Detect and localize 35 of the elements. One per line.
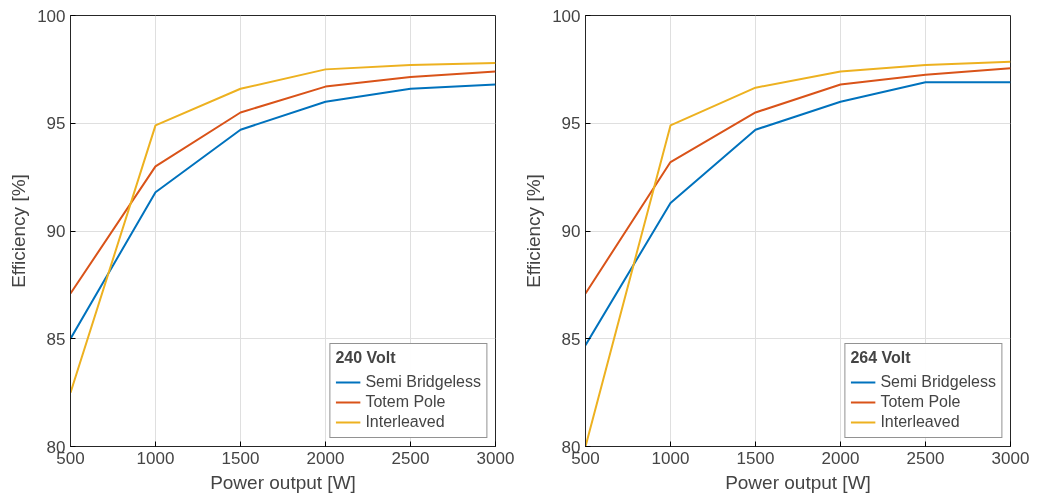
legend-label: Interleaved <box>880 413 960 431</box>
x-tick-label: 3000 <box>476 448 515 468</box>
x-tick-label: 3000 <box>991 448 1030 468</box>
legend-label: Totem Pole <box>880 393 961 411</box>
x-tick-label: 1000 <box>136 448 175 468</box>
legend-label: Interleaved <box>365 413 445 431</box>
y-tick-label: 100 <box>37 6 66 26</box>
y-axis-title: Efficiency [%] <box>8 174 30 288</box>
x-axis-title: Power output [W] <box>725 471 871 493</box>
x-tick-label: 2500 <box>391 448 430 468</box>
y-tick-label: 95 <box>46 114 66 134</box>
y-tick-label: 85 <box>561 329 581 349</box>
legend-label: Semi Bridgeless <box>880 373 996 391</box>
y-axis-title: Efficiency [%] <box>523 174 545 288</box>
line-series <box>585 81 1011 347</box>
line-series <box>585 67 1011 295</box>
line-series <box>70 70 496 295</box>
legend-label: Totem Pole <box>365 393 446 411</box>
y-tick-label: 95 <box>561 114 581 134</box>
y-tick-label: 100 <box>552 6 581 26</box>
y-tick-label: 90 <box>561 222 581 241</box>
x-tick-label: 1500 <box>221 448 260 468</box>
x-axis-title: Power output [W] <box>210 471 356 493</box>
x-tick-label: 2500 <box>906 448 945 468</box>
line-series <box>70 83 496 340</box>
y-tick-label: 85 <box>46 329 66 349</box>
y-tick-label: 90 <box>46 222 66 241</box>
legend-label: Semi Bridgeless <box>365 373 481 391</box>
legend-title: 240 Volt <box>335 349 397 367</box>
x-tick-label: 2000 <box>306 448 345 468</box>
x-tick-label: 1000 <box>651 448 690 468</box>
x-tick-label: 2000 <box>821 448 860 468</box>
x-tick-label: 1500 <box>736 448 775 468</box>
legend-title: 264 Volt <box>850 349 912 367</box>
line-series <box>70 61 496 394</box>
